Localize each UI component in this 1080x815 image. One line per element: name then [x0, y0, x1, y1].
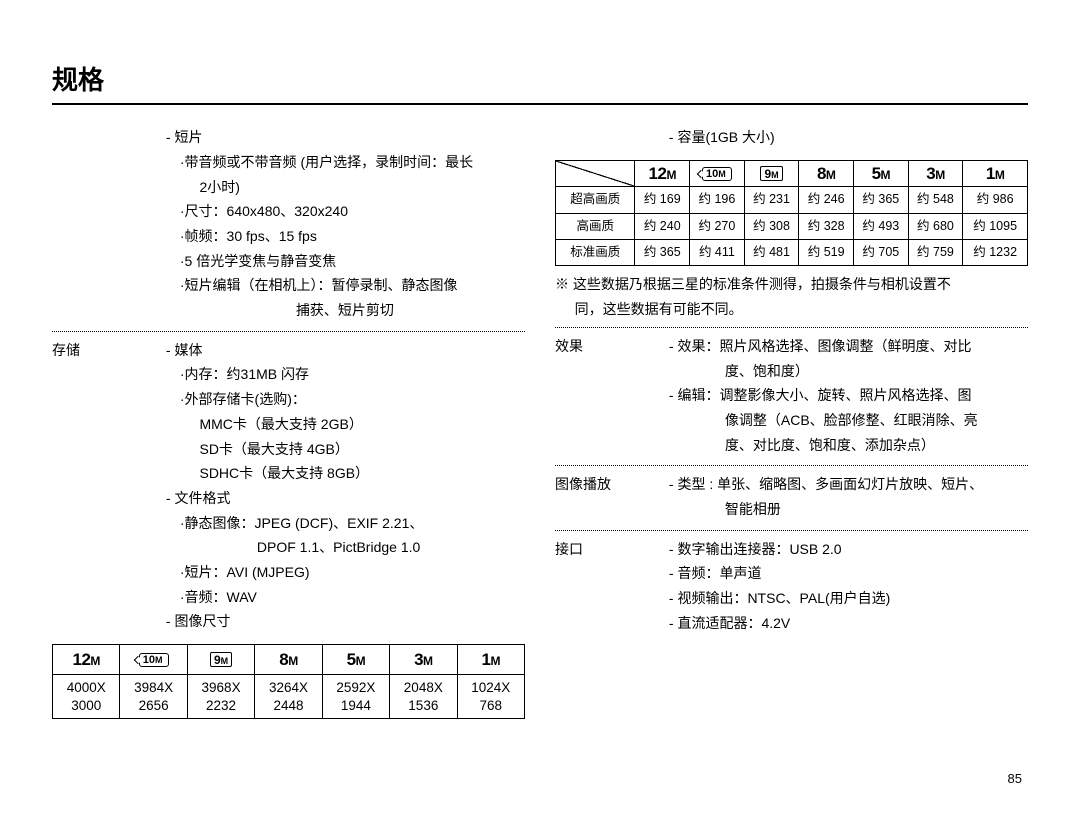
capacity-header: - 容量(1GB 大小)	[669, 127, 1027, 149]
capacity-row-label: 标准画质	[556, 240, 635, 266]
divider	[555, 530, 1028, 531]
capacity-note: ※ 这些数据乃根据三星的标准条件测得，拍摄条件与相机设置不	[555, 274, 1028, 296]
size-cell: 1024X768	[457, 675, 524, 719]
interface-label: 接口	[555, 539, 665, 561]
capacity-cell: 约 365	[635, 240, 690, 266]
mp-icon: 5M	[347, 651, 365, 668]
page-title: 规格	[52, 60, 1028, 105]
size-col-header: 12M	[53, 645, 120, 675]
size-cell: 3984X2656	[120, 675, 187, 719]
capacity-cell: 约 759	[908, 240, 963, 266]
mp-icon: 3M	[926, 165, 944, 182]
capacity-cell: 约 308	[744, 213, 799, 239]
capacity-col-header: 3M	[908, 160, 963, 186]
mp-icon: 12M	[649, 165, 676, 182]
mp-icon: 3M	[414, 651, 432, 668]
capacity-cell: 约 328	[799, 213, 854, 239]
divider	[555, 465, 1028, 466]
storage-label: 存储	[52, 340, 162, 362]
size-cell: 2048X1536	[390, 675, 457, 719]
mp-icon: 9M	[760, 166, 782, 181]
capacity-cell: 约 270	[690, 213, 745, 239]
size-col-header: 9M	[187, 645, 254, 675]
capacity-cell: 约 705	[854, 240, 909, 266]
capacity-cell: 约 519	[799, 240, 854, 266]
size-col-header: 1M	[457, 645, 524, 675]
capacity-row-label: 超高画质	[556, 187, 635, 213]
mp-icon: 9M	[210, 652, 232, 667]
capacity-col-header: 1M	[963, 160, 1028, 186]
table-corner	[556, 160, 635, 186]
size-cell: 2592X1944	[322, 675, 389, 719]
capacity-col-header: 10M	[690, 160, 745, 186]
capacity-cell: 约 1095	[963, 213, 1028, 239]
mp-icon: 10M	[702, 167, 732, 181]
mp-icon: 1M	[482, 651, 500, 668]
mp-icon: 8M	[817, 165, 835, 182]
mp-icon: 5M	[872, 165, 890, 182]
capacity-cell: 约 1232	[963, 240, 1028, 266]
size-cell: 3264X2448	[255, 675, 322, 719]
clip-header: - 短片	[166, 127, 524, 149]
size-col-header: 3M	[390, 645, 457, 675]
capacity-col-header: 8M	[799, 160, 854, 186]
capacity-col-header: 9M	[744, 160, 799, 186]
mp-icon: 8M	[279, 651, 297, 668]
capacity-col-header: 12M	[635, 160, 690, 186]
divider	[555, 327, 1028, 328]
size-col-header: 8M	[255, 645, 322, 675]
mp-icon: 1M	[986, 165, 1004, 182]
left-column: - 短片 ·带音频或不带音频 (用户选择，录制时间：最长 2小时) ·尺寸：64…	[52, 127, 525, 719]
capacity-row-label: 高画质	[556, 213, 635, 239]
page-number: 85	[1008, 769, 1022, 789]
right-column: - 容量(1GB 大小) 12M10M9M8M5M3M1M 超高画质约 169约…	[555, 127, 1028, 719]
capacity-cell: 约 411	[690, 240, 745, 266]
capacity-cell: 约 680	[908, 213, 963, 239]
capacity-col-header: 5M	[854, 160, 909, 186]
capacity-cell: 约 493	[854, 213, 909, 239]
capacity-cell: 约 481	[744, 240, 799, 266]
capacity-cell: 约 365	[854, 187, 909, 213]
capacity-cell: 约 169	[635, 187, 690, 213]
divider	[52, 331, 525, 332]
playback-label: 图像播放	[555, 474, 665, 496]
capacity-cell: 约 196	[690, 187, 745, 213]
capacity-cell: 约 246	[799, 187, 854, 213]
capacity-cell: 约 548	[908, 187, 963, 213]
effect-label: 效果	[555, 336, 665, 358]
capacity-cell: 约 231	[744, 187, 799, 213]
size-cell: 3968X2232	[187, 675, 254, 719]
capacity-table: 12M10M9M8M5M3M1M 超高画质约 169约 196约 231约 24…	[555, 160, 1028, 267]
size-cell: 4000X3000	[53, 675, 120, 719]
mp-icon: 12M	[73, 651, 100, 668]
mp-icon: 10M	[139, 653, 169, 667]
size-col-header: 10M	[120, 645, 187, 675]
image-size-table: 12M 10M 9M 8M 5M 3M 1M 4000X30003984X26563968X…	[52, 644, 525, 719]
size-col-header: 5M	[322, 645, 389, 675]
capacity-cell: 约 986	[963, 187, 1028, 213]
capacity-cell: 约 240	[635, 213, 690, 239]
